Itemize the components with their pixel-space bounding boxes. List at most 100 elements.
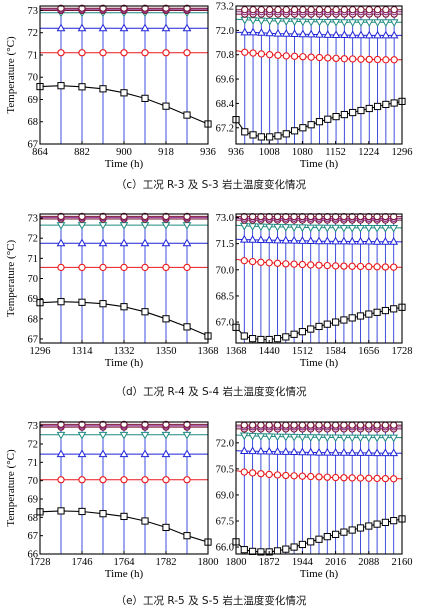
x-tick-label: 900 [116, 147, 132, 158]
series-2-point [339, 236, 349, 245]
series-3-point [389, 224, 399, 233]
y-tick-label: 73.0 [216, 213, 234, 224]
x-tick-label: 1872 [259, 557, 280, 568]
panel-2-right: 1800 1872 1944 2016 2088 2160 66.0 67.5 69.0 70.5… [216, 421, 413, 580]
y-tick-label: 68 [28, 513, 39, 524]
series-2-point [356, 448, 365, 456]
series-0-point [99, 510, 107, 518]
series-2-point [161, 23, 171, 32]
series-2-point [264, 446, 274, 455]
series-0-point [315, 322, 323, 331]
series-2-point [389, 30, 399, 39]
series-2-point [298, 236, 307, 244]
series-3-point [322, 434, 332, 443]
series-2-point [98, 449, 108, 458]
series-1-point [299, 53, 307, 61]
series-0-point [348, 526, 356, 534]
y-tick-label: 71 [28, 458, 39, 469]
series-1-point [373, 263, 381, 271]
series-6-point [99, 4, 107, 12]
series-6-point [248, 421, 257, 429]
series-2-point [119, 449, 129, 458]
x-tick-label: 918 [158, 147, 174, 158]
series-1-point [323, 473, 331, 481]
series-2-point [290, 29, 299, 38]
series-2-point [56, 238, 66, 247]
series-1-point [365, 55, 373, 64]
series-1-point [241, 48, 249, 56]
series-1-point [78, 49, 86, 57]
series-6-point [162, 420, 170, 429]
series-1-point [290, 52, 299, 60]
series-0-point [282, 130, 290, 138]
series-6-point [365, 6, 373, 14]
series-6-point [340, 421, 348, 429]
series-2-point [381, 448, 390, 457]
series-2-point [347, 448, 357, 456]
series-2-point [356, 30, 366, 39]
series-2-point [331, 448, 340, 456]
x-tick-label: 1314 [72, 346, 94, 357]
series-0-point [390, 99, 398, 107]
series-2-point [315, 29, 324, 38]
series-3-point [356, 224, 365, 233]
series-6-point [120, 420, 128, 429]
series-6-point [274, 6, 282, 14]
series-2-point [281, 447, 291, 455]
y-tick-label: 68.4 [216, 99, 235, 110]
series-1-point [349, 55, 357, 63]
series-1-point [324, 54, 332, 62]
series-3-point [306, 434, 316, 443]
series-3-point [281, 224, 291, 232]
series-6-point [348, 421, 356, 429]
y-tick-label: 70 [28, 73, 39, 84]
series-3-point [77, 431, 87, 440]
x-tick-label: 1080 [292, 147, 313, 158]
series-1-point [382, 56, 390, 64]
series-2-point [77, 449, 87, 458]
series-6-point [390, 6, 398, 14]
series-1-point [257, 50, 266, 58]
series-1-point [57, 49, 65, 57]
series-3-point [56, 222, 66, 230]
series-1-point [120, 476, 128, 484]
series-1-point [348, 262, 356, 270]
series-3-point [298, 434, 307, 442]
series-6-point [390, 421, 398, 429]
series-6-point [249, 6, 257, 14]
series-1-point [265, 470, 273, 479]
series-6-point [99, 420, 107, 429]
series-1-point [273, 471, 282, 479]
series-0-point [183, 111, 191, 119]
series-6-point [266, 6, 274, 14]
x-tick-label: 1368 [198, 346, 219, 357]
figure-caption: （d）工况 R-4 及 S-4 岩土温度变化情况 [116, 385, 307, 398]
series-0-point [141, 517, 149, 525]
series-6-point [382, 6, 390, 14]
series-3-point [389, 434, 399, 443]
x-tick-label: 2160 [392, 557, 413, 568]
series-3-point [77, 222, 87, 230]
series-1-point [290, 472, 298, 480]
series-6-point [298, 421, 307, 429]
series-0-point [141, 94, 149, 102]
series-3-point [182, 431, 192, 440]
x-tick-label: 1350 [156, 346, 177, 357]
x-axis-label: Time (h) [300, 568, 339, 580]
series-3-point [356, 434, 365, 443]
series-0-point [382, 100, 390, 109]
series-3-point [364, 19, 374, 27]
series-3-point [289, 433, 299, 442]
series-2-point [273, 446, 282, 455]
series-6-point [324, 6, 332, 14]
series-0-point [365, 104, 373, 113]
panel-0-right: 936 1008 1080 1152 1224 1296 67.2 68.4 69.6 70.8 7… [216, 2, 413, 171]
x-tick-label: 1728 [30, 557, 51, 568]
series-1-point [257, 470, 265, 478]
series-1-point [348, 474, 356, 482]
series-3-point [161, 431, 171, 440]
series-2-point [298, 29, 308, 38]
series-3-point [339, 224, 349, 233]
series-2-point [240, 27, 250, 36]
series-0-point [274, 132, 282, 140]
